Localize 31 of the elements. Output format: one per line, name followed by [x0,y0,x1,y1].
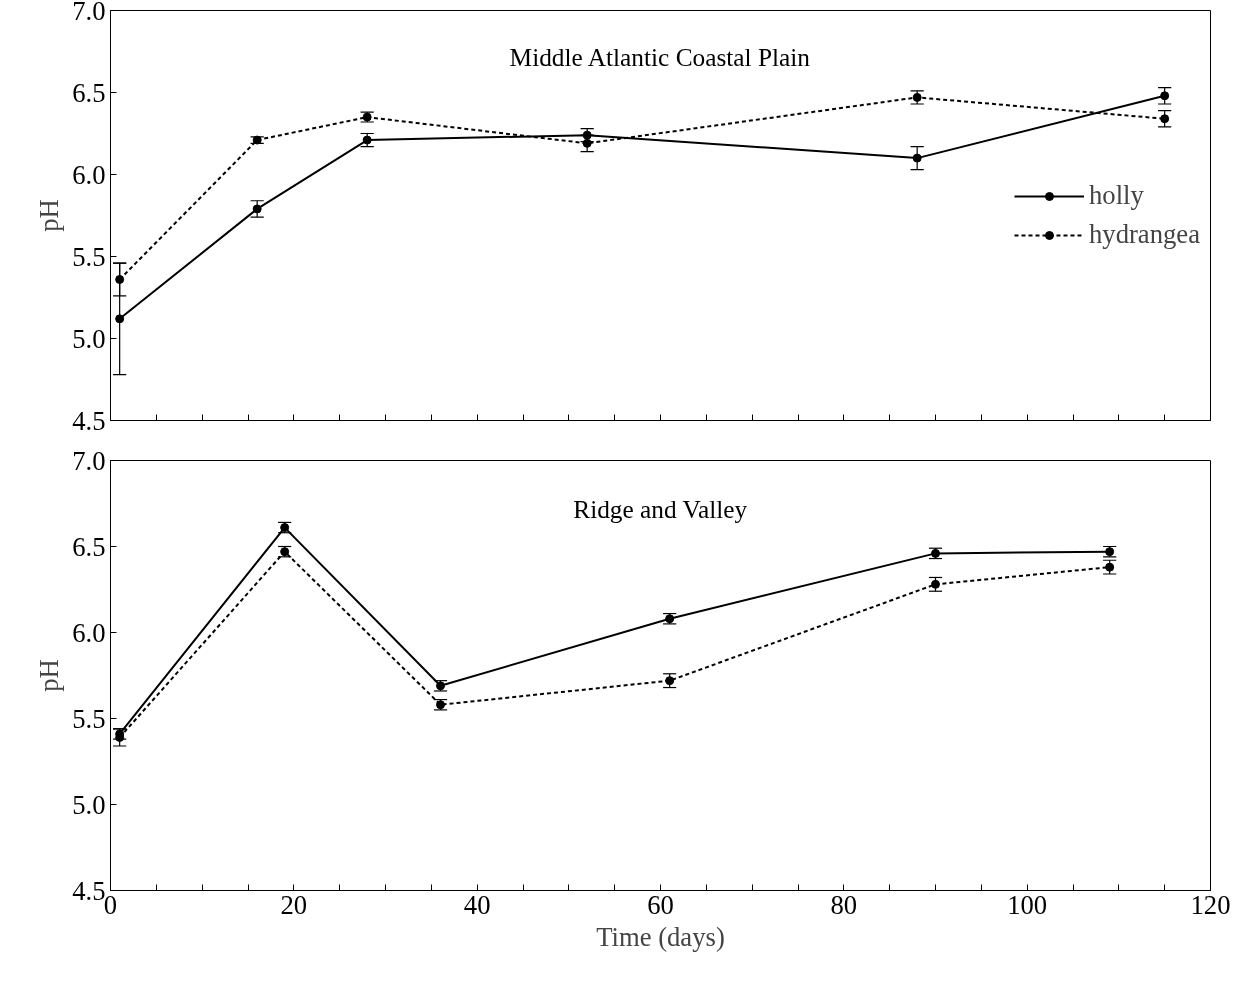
x-tick-label: 20 [280,889,308,920]
y-tick-label: 7.0 [72,0,106,26]
y-tick-label: 7.0 [72,445,106,476]
x-tick-label: 100 [1007,889,1048,920]
legend-label: hydrangea [1088,219,1200,250]
point [582,138,592,148]
y-tick-label: 6.5 [72,531,106,562]
point [912,153,922,163]
legend-label: holly [1088,180,1144,211]
y-tick-label: 6.0 [72,159,106,190]
point [252,204,262,214]
point [115,274,125,284]
y-tick-label: 5.5 [72,241,106,272]
point [1160,91,1170,101]
y-tick-label: 4.5 [72,405,106,436]
x-tick-label: 60 [647,889,674,920]
text: Middle Atlantic Coastal Plain [509,43,811,72]
y-axis-title: pH [34,659,65,692]
point [1160,114,1170,124]
point [115,314,125,324]
y-tick-label: 5.0 [72,789,106,820]
x-tick-label: 40 [463,889,491,920]
y-axis-title: pH [34,199,65,232]
x-tick-label: 120 [1190,889,1231,920]
y-tick-label: 6.0 [72,617,106,648]
y-tick-label: 5.5 [72,703,106,734]
y-tick-label: 6.5 [72,77,106,108]
y-tick-label: 5.0 [72,323,106,354]
x-axis-title: Time (days) [596,921,725,952]
text: Ridge and Valley [573,494,748,523]
x-tick-label: 80 [830,889,858,920]
